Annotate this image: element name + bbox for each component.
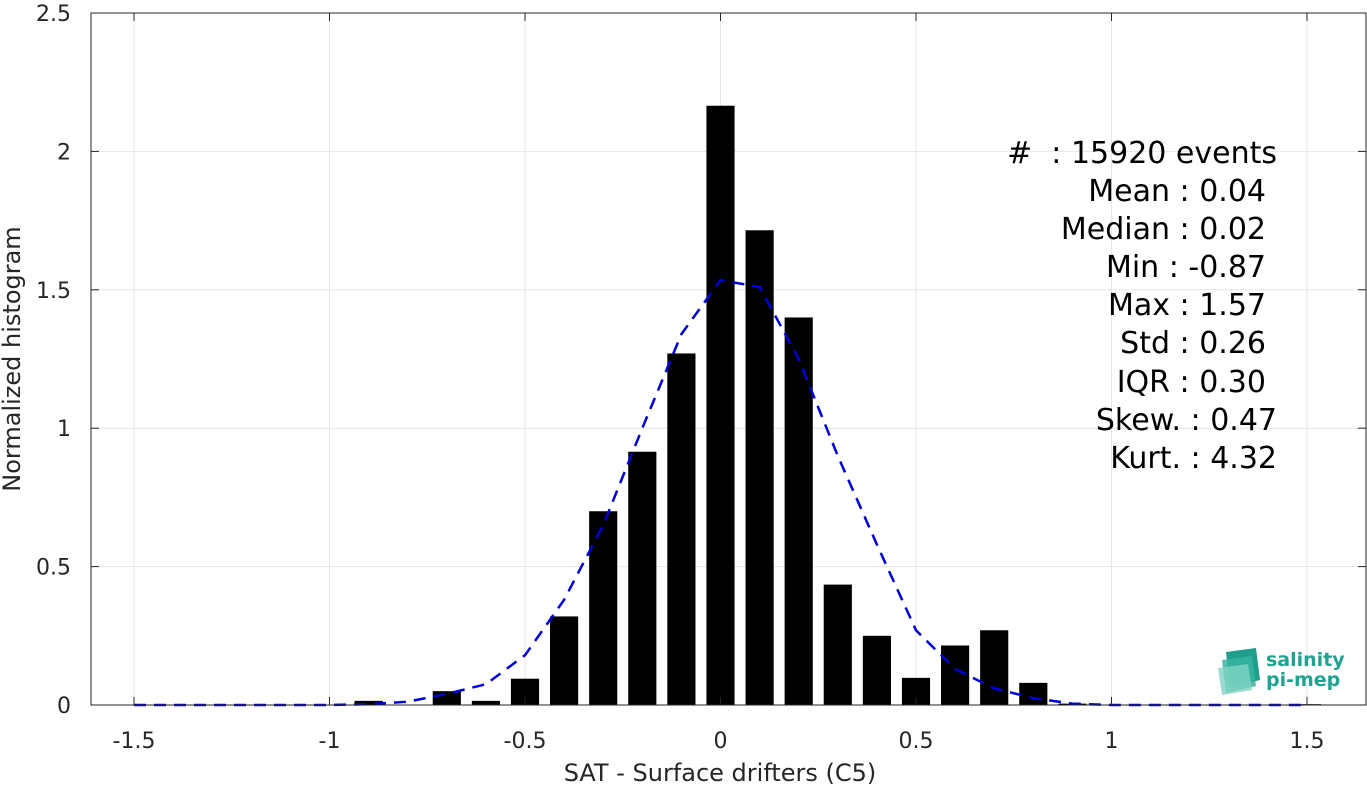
histogram-bar xyxy=(784,317,813,705)
salinity-pimep-logo: salinity pi-mep xyxy=(1218,648,1345,695)
y-axis-label: Normalized histogram xyxy=(0,226,26,491)
x-tick-label: 1.5 xyxy=(1290,729,1325,754)
x-tick-label: -1 xyxy=(319,729,341,754)
logo-line1: salinity xyxy=(1266,649,1345,671)
x-axis-label: SAT - Surface drifters (C5) xyxy=(564,759,877,785)
x-tick-label: -0.5 xyxy=(504,729,547,754)
stat-iqr: IQR : 0.30 xyxy=(1117,365,1266,400)
plot-frame xyxy=(90,12,1367,706)
y-tick-label: 2.5 xyxy=(36,2,71,27)
y-tick-label: 0.5 xyxy=(36,556,71,581)
x-tick-label: 1 xyxy=(1105,729,1119,754)
histogram-bar xyxy=(628,451,657,705)
stats-box: # : 15920 events Mean : 0.04 Median : 0.… xyxy=(1007,136,1277,476)
histogram-bar xyxy=(980,630,1009,705)
histogram-bar xyxy=(550,616,579,705)
histogram-bar xyxy=(941,645,970,705)
stat-std: Std : 0.26 xyxy=(1120,326,1266,361)
stat-max: Max : 1.57 xyxy=(1108,288,1266,323)
histogram-bar xyxy=(471,700,500,705)
logo-line2: pi-mep xyxy=(1266,669,1340,691)
histogram-bar xyxy=(667,353,696,705)
histogram-bar xyxy=(706,105,735,705)
stat-min: Min : -0.87 xyxy=(1106,250,1266,285)
x-tick-label: 0 xyxy=(714,729,728,754)
histogram-bar xyxy=(862,635,891,705)
bars-group xyxy=(354,105,1322,705)
histogram-bar xyxy=(823,584,852,705)
stat-skew: Skew. : 0.47 xyxy=(1096,403,1277,438)
stat-kurt: Kurt. : 4.32 xyxy=(1110,441,1277,476)
axis-ticks: -1.5 -1 -0.5 0 0.5 1 1.5 0 0.5 1 1.5 2 2.5 xyxy=(36,2,1366,754)
histogram-bar xyxy=(432,691,461,705)
histogram-bar xyxy=(745,230,774,705)
stat-mean: Mean : 0.04 xyxy=(1088,174,1266,209)
histogram-bar xyxy=(354,700,383,705)
x-tick-label: -1.5 xyxy=(113,729,156,754)
logo-mark-icon xyxy=(1218,648,1260,695)
stat-median: Median : 0.02 xyxy=(1061,212,1266,247)
y-tick-label: 2 xyxy=(57,140,71,165)
y-tick-label: 1.5 xyxy=(36,279,71,304)
stat-events: # : 15920 events xyxy=(1007,136,1277,171)
y-tick-label: 1 xyxy=(57,417,71,442)
histogram-bar xyxy=(589,511,618,705)
x-tick-label: 0.5 xyxy=(899,729,934,754)
histogram-bar xyxy=(1019,682,1048,705)
y-tick-label: 0 xyxy=(57,694,71,719)
